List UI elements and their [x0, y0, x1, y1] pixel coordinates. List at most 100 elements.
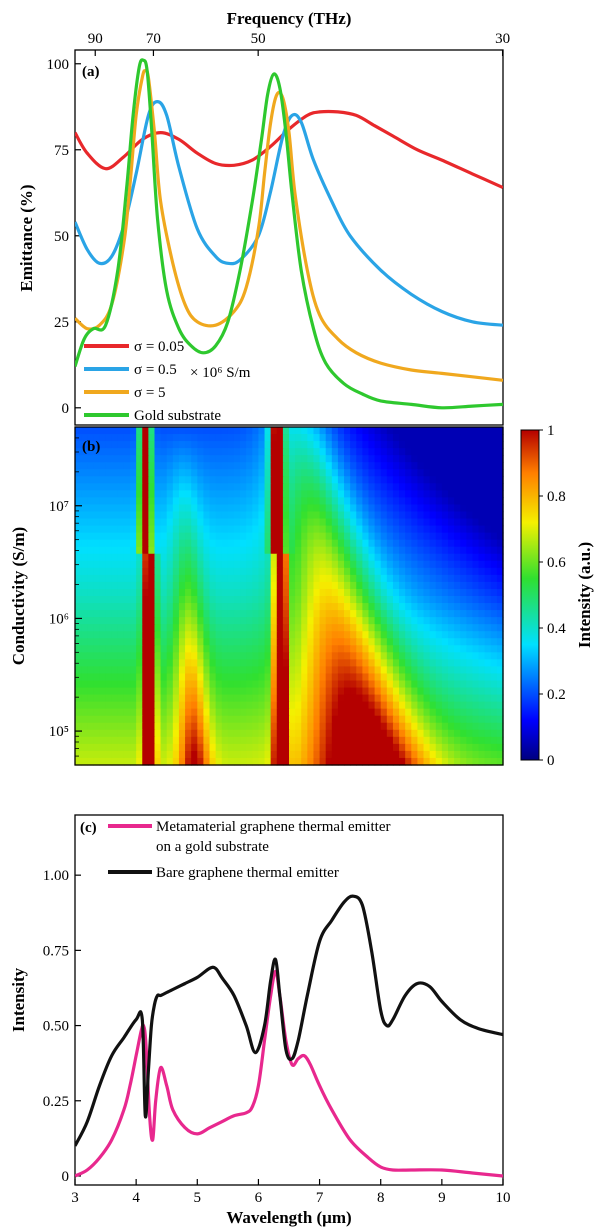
- heatmap-cell: [271, 681, 278, 689]
- heatmap-cell: [265, 673, 272, 681]
- heatmap-cell: [393, 645, 400, 653]
- colorbar-tick-label: 0.6: [547, 555, 566, 571]
- heatmap-cell: [252, 652, 259, 660]
- heatmap-cell: [448, 681, 455, 689]
- heatmap-cell: [381, 716, 388, 724]
- heatmap-cell: [142, 702, 149, 710]
- heatmap-cell: [210, 673, 217, 681]
- heatmap-cell: [491, 434, 498, 442]
- heatmap-cell: [75, 737, 82, 745]
- heatmap-cell: [460, 617, 467, 625]
- heatmap-cell: [424, 652, 431, 660]
- heatmap-cell: [167, 589, 174, 597]
- heatmap-cell: [173, 582, 180, 590]
- heatmap-cell: [148, 476, 155, 484]
- heatmap-cell: [424, 540, 431, 548]
- heatmap-cell: [222, 540, 229, 548]
- heatmap-cell: [234, 448, 241, 456]
- heatmap-cell: [203, 589, 210, 597]
- heatmap-cell: [148, 751, 155, 759]
- heatmap-cell: [326, 504, 333, 512]
- heatmap-cell: [252, 427, 259, 435]
- heatmap-cell: [332, 462, 339, 470]
- heatmap-cell: [81, 462, 88, 470]
- heatmap-cell: [136, 434, 143, 442]
- heatmap-cell: [106, 652, 113, 660]
- heatmap-cell: [399, 695, 406, 703]
- heatmap-cell: [246, 504, 253, 512]
- heatmap-cell: [154, 582, 161, 590]
- heatmap-cell: [203, 709, 210, 717]
- heatmap-cell: [307, 582, 314, 590]
- heatmap-cell: [307, 723, 314, 731]
- heatmap-cell: [246, 681, 253, 689]
- heatmap-cell: [154, 441, 161, 449]
- heatmap-cell: [210, 702, 217, 710]
- heatmap-cell: [405, 427, 412, 435]
- heatmap-cell: [130, 554, 137, 562]
- heatmap-cell: [411, 751, 418, 759]
- heatmap-cell: [381, 652, 388, 660]
- heatmap-cell: [442, 554, 449, 562]
- heatmap-cell: [228, 504, 235, 512]
- heatmap-cell: [277, 427, 284, 435]
- heatmap-cell: [436, 497, 443, 505]
- heatmap-cell: [93, 751, 100, 759]
- heatmap-cell: [424, 490, 431, 498]
- heatmap-cell: [479, 561, 486, 569]
- heatmap-cell: [320, 744, 327, 752]
- heatmap-cell: [173, 610, 180, 618]
- heatmap-cell: [252, 448, 259, 456]
- heatmap-cell: [283, 695, 290, 703]
- heatmap-cell: [301, 512, 308, 520]
- heatmap-cell: [93, 554, 100, 562]
- heatmap-cell: [485, 737, 492, 745]
- heatmap-cell: [246, 462, 253, 470]
- heatmap-cell: [240, 533, 247, 541]
- heatmap-cell: [130, 582, 137, 590]
- heatmap-cell: [332, 723, 339, 731]
- heatmap-cell: [289, 434, 296, 442]
- heatmap-cell: [99, 469, 106, 477]
- heatmap-cell: [399, 673, 406, 681]
- heatmap-cell: [356, 427, 363, 435]
- heatmap-cell: [271, 596, 278, 604]
- heatmap-cell: [93, 540, 100, 548]
- heatmap-cell: [307, 744, 314, 752]
- heatmap-cell: [185, 561, 192, 569]
- heatmap-cell: [356, 631, 363, 639]
- heatmap-cell: [485, 723, 492, 731]
- heatmap-cell: [75, 455, 82, 463]
- heatmap-cell: [99, 462, 106, 470]
- heatmap-cell: [460, 490, 467, 498]
- heatmap-cell: [283, 737, 290, 745]
- heatmap-cell: [436, 666, 443, 674]
- heatmap-cell: [167, 709, 174, 717]
- a-top-tick-label: 90: [88, 31, 103, 47]
- heatmap-cell: [222, 448, 229, 456]
- heatmap-cell: [350, 695, 357, 703]
- heatmap-cell: [411, 512, 418, 520]
- heatmap-cell: [399, 441, 406, 449]
- heatmap-cell: [136, 554, 143, 562]
- heatmap-cell: [356, 688, 363, 696]
- heatmap-cell: [320, 723, 327, 731]
- heatmap-cell: [411, 730, 418, 738]
- heatmap-cell: [479, 709, 486, 717]
- heatmap-cell: [356, 610, 363, 618]
- heatmap-cell: [424, 723, 431, 731]
- heatmap-cell: [112, 455, 119, 463]
- heatmap-cell: [167, 483, 174, 491]
- heatmap-cell: [381, 561, 388, 569]
- heatmap-cell: [466, 666, 473, 674]
- heatmap-cell: [411, 596, 418, 604]
- heatmap-cell: [240, 596, 247, 604]
- heatmap-cell: [246, 596, 253, 604]
- heatmap-cell: [246, 631, 253, 639]
- heatmap-cell: [240, 540, 247, 548]
- heatmap-cell: [148, 716, 155, 724]
- heatmap-cell: [106, 441, 113, 449]
- heatmap-cell: [87, 589, 94, 597]
- heatmap-cell: [118, 631, 125, 639]
- heatmap-cell: [112, 702, 119, 710]
